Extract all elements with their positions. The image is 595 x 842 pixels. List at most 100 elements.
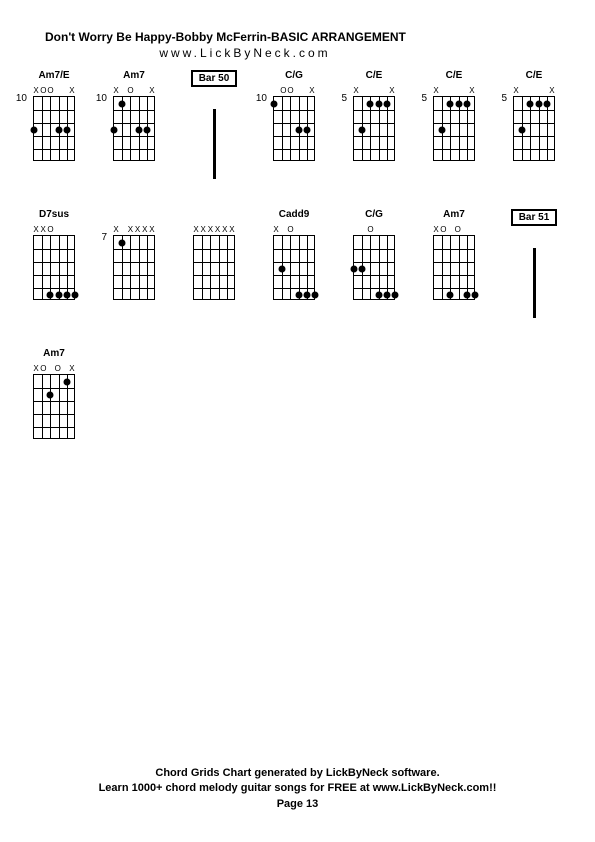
fret-position-label: 10 — [253, 93, 267, 104]
footer-line-2: Learn 1000+ chord melody guitar songs fo… — [0, 781, 595, 796]
finger-dot — [447, 291, 454, 298]
fretboard — [113, 96, 155, 161]
footer-line-1: Chord Grids Chart generated by LickByNec… — [0, 766, 595, 781]
fret-position-label: 7 — [93, 232, 107, 243]
chord-name: Am7/E — [38, 70, 69, 83]
mute-open-row: XO — [273, 226, 315, 234]
chord-cell: C/G O — [345, 209, 403, 318]
chord-diagram: 5XX — [429, 87, 479, 167]
footer-line-3: Page 13 — [0, 797, 595, 812]
chord-cell: Am7 10XOX — [105, 70, 163, 179]
chord-diagram: XO — [269, 226, 319, 306]
page-footer: Chord Grids Chart generated by LickByNec… — [0, 766, 595, 812]
chord-diagram: XOOX — [29, 365, 79, 445]
finger-dot — [279, 265, 286, 272]
chord-name: D7sus — [39, 209, 69, 222]
chord-cell: Am7/E 10XOOX — [25, 70, 83, 179]
finger-dot — [296, 291, 303, 298]
chord-diagram: XXO — [29, 226, 79, 306]
finger-dot — [56, 291, 63, 298]
chord-name: C/E — [446, 70, 463, 83]
mute-open-row: XX — [433, 87, 475, 95]
chord-cell: D7sus XXO — [25, 209, 83, 318]
chord-grid-container: Am7/E10XOOXAm710XOXBar 50C/G10OOXC/E5XXC… — [25, 70, 580, 475]
finger-dot — [384, 100, 391, 107]
chord-cell: Cadd9 XO — [265, 209, 323, 318]
mute-open-row: XXXXX — [113, 226, 155, 234]
chord-name: Cadd9 — [279, 209, 310, 222]
fretboard — [33, 96, 75, 161]
fretboard — [273, 235, 315, 300]
fretboard — [513, 96, 555, 161]
mute-open-row: XOO — [433, 226, 475, 234]
mute-open-row: XX — [513, 87, 555, 95]
finger-dot — [119, 100, 126, 107]
mute-open-row: XX — [353, 87, 395, 95]
chord-row: Am7 XOOX — [25, 348, 580, 445]
fretboard — [353, 235, 395, 300]
fretboard — [33, 374, 75, 439]
fret-position-label: 10 — [93, 93, 107, 104]
mute-open-row: XXO — [33, 226, 75, 234]
mute-open-row: XOX — [113, 87, 155, 95]
finger-dot — [271, 100, 278, 107]
finger-dot — [447, 100, 454, 107]
chord-name: C/G — [365, 209, 383, 222]
chord-cell: C/E 5XX — [505, 70, 563, 179]
finger-dot — [31, 126, 38, 133]
chord-name: C/G — [285, 70, 303, 83]
chord-row: D7susXXO7XXXXXXXXXXXCadd9XOC/GOAm7XOOBar… — [25, 209, 580, 318]
chord-cell: Bar 51 — [505, 209, 563, 318]
finger-dot — [56, 126, 63, 133]
finger-dot — [304, 291, 311, 298]
finger-dot — [376, 291, 383, 298]
fretboard — [353, 96, 395, 161]
chord-diagram: 10OOX — [269, 87, 319, 167]
chord-cell: Am7 XOO — [425, 209, 483, 318]
finger-dot — [47, 291, 54, 298]
chord-cell: C/E5XX — [345, 70, 403, 179]
finger-dot — [472, 291, 479, 298]
finger-dot — [72, 291, 79, 298]
finger-dot — [64, 291, 71, 298]
chord-diagram: 5XX — [349, 87, 399, 167]
bar-divider — [213, 109, 216, 179]
chord-name: Am7 — [43, 348, 65, 361]
finger-dot — [296, 126, 303, 133]
chord-diagram: 5XX — [509, 87, 559, 167]
finger-dot — [312, 291, 319, 298]
chord-cell: 7XXXXX — [105, 209, 163, 318]
finger-dot — [439, 126, 446, 133]
finger-dot — [536, 100, 543, 107]
chord-cell: C/G 10OOX — [265, 70, 323, 179]
fretboard — [273, 96, 315, 161]
finger-dot — [351, 265, 358, 272]
mute-open-row: O — [353, 226, 395, 234]
fretboard — [433, 235, 475, 300]
mute-open-row: XOOX — [33, 365, 75, 373]
chord-diagram: 10XOX — [109, 87, 159, 167]
finger-dot — [119, 239, 126, 246]
chord-diagram: 10XOOX — [29, 87, 79, 167]
page-title: Don't Worry Be Happy-Bobby McFerrin-BASI… — [45, 30, 595, 44]
finger-dot — [136, 126, 143, 133]
fretboard — [433, 96, 475, 161]
finger-dot — [359, 265, 366, 272]
finger-dot — [456, 100, 463, 107]
mute-open-row: OOX — [273, 87, 315, 95]
chord-diagram: XXXXXX — [189, 226, 239, 306]
chord-row: Am7/E10XOOXAm710XOXBar 50C/G10OOXC/E5XXC… — [25, 70, 580, 179]
chord-diagram: 7XXXXX — [109, 226, 159, 306]
fret-position-label: 5 — [493, 93, 507, 104]
chord-name: Am7 — [443, 209, 465, 222]
finger-dot — [367, 100, 374, 107]
finger-dot — [64, 378, 71, 385]
chord-name: C/E — [526, 70, 543, 83]
finger-dot — [47, 391, 54, 398]
chord-name: Am7 — [123, 70, 145, 83]
fretboard — [33, 235, 75, 300]
finger-dot — [464, 291, 471, 298]
chord-diagram: XOO — [429, 226, 479, 306]
fretboard — [193, 235, 235, 300]
fret-position-label: 5 — [333, 93, 347, 104]
